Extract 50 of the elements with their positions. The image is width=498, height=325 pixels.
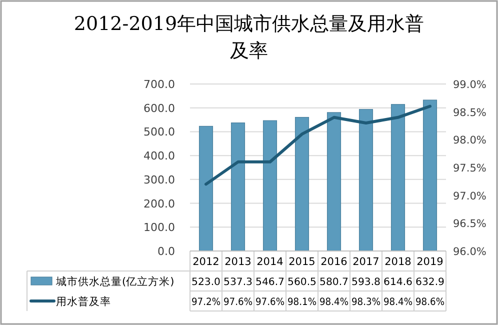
data-label: 593.8 bbox=[352, 277, 380, 288]
data-label: 560.5 bbox=[288, 277, 316, 288]
bar bbox=[358, 109, 374, 252]
x-tick-label: 2017 bbox=[352, 256, 380, 268]
y-tick-label: 300.0 bbox=[144, 173, 175, 186]
legend-label: 用水普及率 bbox=[56, 295, 111, 308]
y2-tick-label: 99.0% bbox=[453, 79, 486, 91]
data-label: 580.7 bbox=[320, 277, 348, 288]
data-label: 98.4% bbox=[384, 297, 416, 308]
data-label: 98.6% bbox=[416, 297, 448, 308]
y2-tick-label: 96.0% bbox=[453, 246, 486, 258]
x-tick-label: 2016 bbox=[320, 256, 348, 268]
y2-tick-label: 98.5% bbox=[453, 106, 486, 119]
y-tick-label: 500.0 bbox=[144, 126, 175, 139]
y2-tick-label: 97.5% bbox=[453, 162, 486, 174]
y2-tick-label: 96.5% bbox=[453, 218, 486, 230]
data-label: 97.2% bbox=[192, 297, 224, 308]
data-label: 97.6% bbox=[256, 297, 288, 308]
y-tick-label: 400.0 bbox=[144, 150, 175, 163]
y-tick-label: 700.0 bbox=[144, 78, 175, 91]
x-tick-label: 2014 bbox=[256, 256, 284, 268]
x-tick-label: 2018 bbox=[384, 256, 412, 268]
legend-label: 城市供水总量(亿立方米) bbox=[55, 275, 174, 288]
data-label: 98.1% bbox=[288, 297, 320, 308]
x-tick-label: 2019 bbox=[416, 256, 444, 268]
y-tick-label: 0.0 bbox=[158, 245, 175, 258]
bar bbox=[198, 126, 214, 252]
data-label: 614.6 bbox=[384, 277, 412, 288]
data-label: 98.4% bbox=[320, 297, 352, 308]
data-label: 97.6% bbox=[224, 297, 256, 308]
x-tick-label: 2015 bbox=[288, 256, 316, 268]
data-label: 546.7 bbox=[256, 277, 284, 288]
data-label: 523.0 bbox=[192, 277, 220, 288]
y-tick-label: 200.0 bbox=[144, 197, 175, 210]
bar bbox=[262, 120, 278, 252]
y2-tick-label: 97.0% bbox=[453, 190, 486, 202]
x-tick-label: 2012 bbox=[192, 256, 220, 268]
data-label: 98.3% bbox=[352, 297, 384, 308]
y2-tick-label: 98.0% bbox=[453, 134, 486, 147]
data-label: 537.3 bbox=[224, 277, 252, 288]
bar bbox=[230, 122, 246, 252]
data-label: 632.9 bbox=[416, 277, 444, 288]
bar bbox=[422, 100, 438, 252]
chart-title: 2012-2019年中国城市供水总量及用水普及率 bbox=[74, 13, 424, 62]
x-tick-label: 2013 bbox=[224, 256, 252, 268]
bar bbox=[390, 104, 406, 252]
y-tick-label: 600.0 bbox=[144, 102, 175, 115]
y-tick-label: 100.0 bbox=[144, 221, 175, 234]
bar bbox=[294, 116, 310, 252]
bar bbox=[326, 112, 342, 252]
